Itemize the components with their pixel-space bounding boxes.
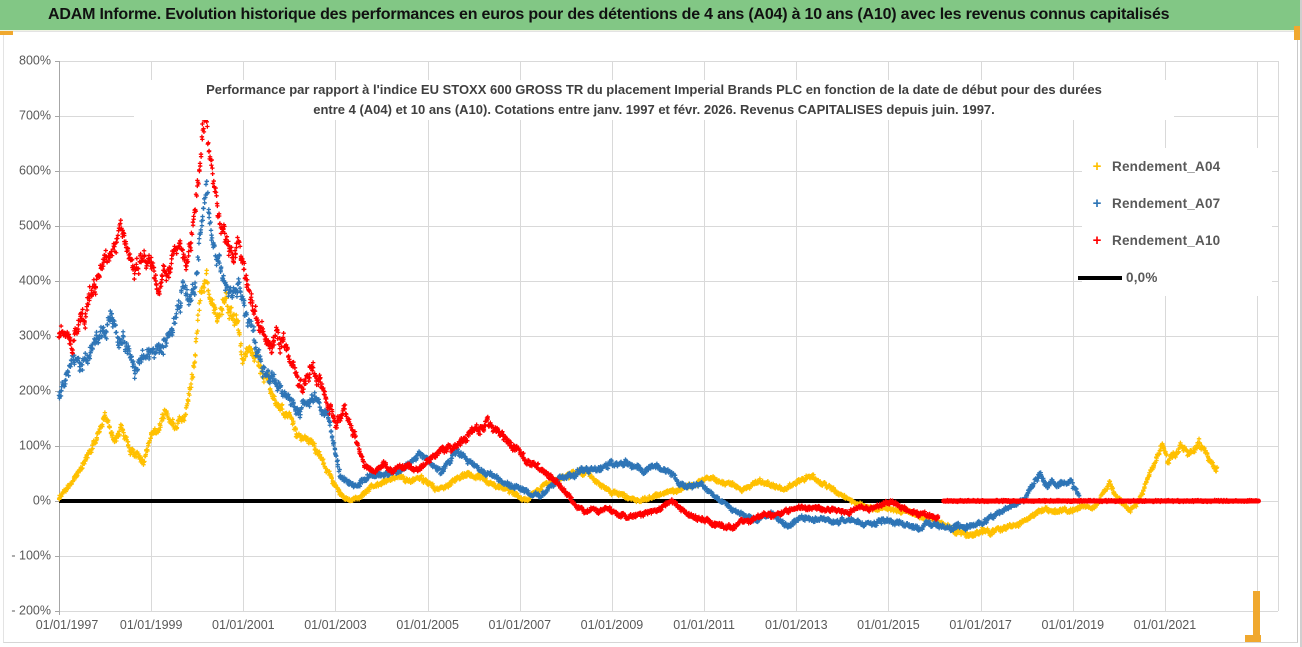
performance-scatter-chart [4, 32, 1297, 642]
legend-item-a10: + Rendement_A10 [1082, 222, 1272, 259]
chart-title-line2: entre 4 (A04) et 10 ans (A10). Cotations… [313, 102, 995, 117]
legend-item-a07: + Rendement_A07 [1082, 185, 1272, 222]
legend-item-a04: + Rendement_A04 [1082, 148, 1272, 185]
plus-marker-icon: + [1092, 158, 1102, 175]
page-title: ADAM Informe. Evolution historique des p… [48, 6, 1170, 23]
gold-selection-mark [1245, 635, 1261, 642]
window-right-border [1300, 0, 1302, 647]
plus-marker-icon: + [1092, 232, 1102, 249]
legend-label: Rendement_A04 [1112, 159, 1221, 174]
chart-title-line1: Performance par rapport à l'indice EU ST… [206, 82, 1102, 97]
chart-legend: + Rendement_A04 + Rendement_A07 + Rendem… [1078, 148, 1272, 296]
chart-object: Performance par rapport à l'indice EU ST… [3, 31, 1298, 643]
legend-item-zero-line: 0,0% [1078, 259, 1272, 296]
legend-label: Rendement_A10 [1112, 233, 1221, 248]
chart-title: Performance par rapport à l'indice EU ST… [134, 80, 1174, 120]
gold-selection-mark [0, 31, 13, 35]
gold-selection-mark [1294, 26, 1302, 40]
legend-label: Rendement_A07 [1112, 196, 1221, 211]
plus-marker-icon: + [1092, 195, 1102, 212]
legend-label: 0,0% [1126, 270, 1158, 285]
gold-selection-mark [1253, 591, 1260, 641]
title-banner: ADAM Informe. Evolution historique des p… [0, 0, 1302, 31]
zero-line-swatch-icon [1078, 275, 1122, 280]
